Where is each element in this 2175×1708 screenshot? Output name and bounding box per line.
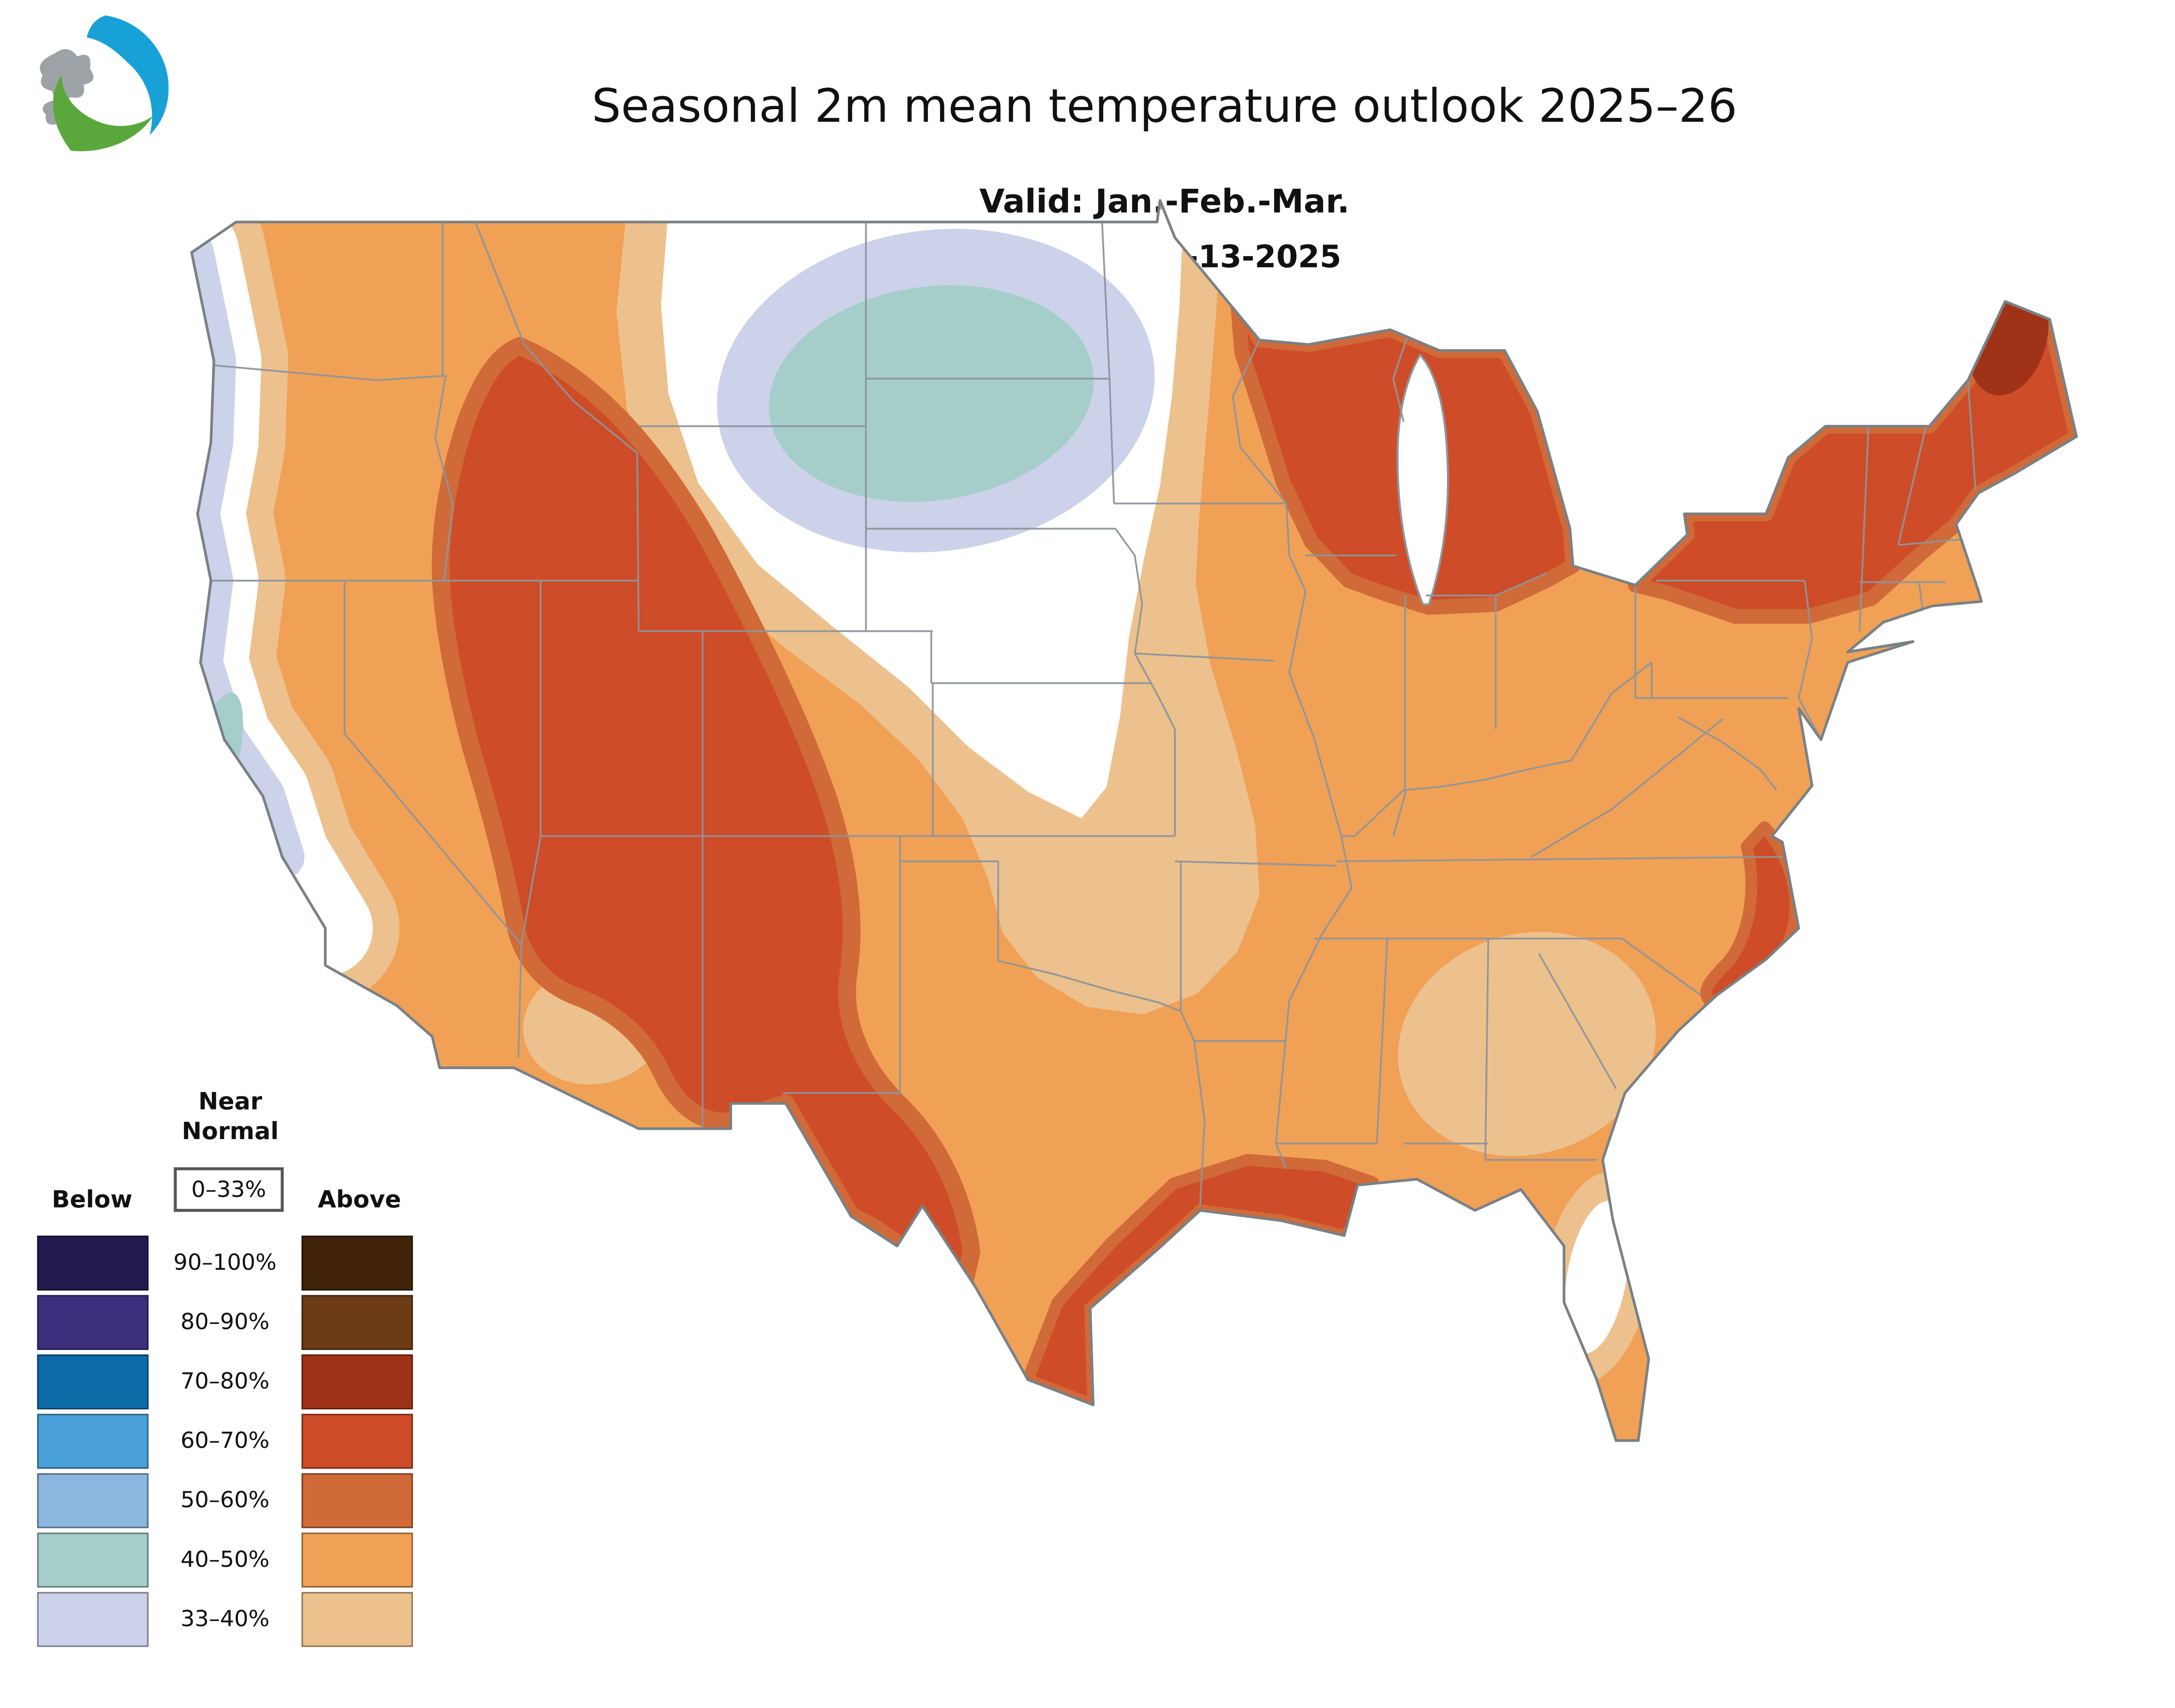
legend-near-normal-label: Near Normal — [181, 1087, 279, 1145]
legend-row: 70–80% — [37, 1354, 413, 1410]
legend-below-swatch — [37, 1295, 149, 1350]
legend-below-label: Below — [51, 1185, 133, 1213]
legend-range-label: 33–40% — [180, 1605, 270, 1632]
logo-green-leaf — [53, 75, 153, 151]
legend-above-swatch — [301, 1532, 413, 1588]
conus-outline — [190, 199, 2078, 1442]
legend: Near Normal 0–33% Below Above 90–100% 80–… — [27, 1081, 472, 1690]
legend-range-label: 80–90% — [180, 1308, 270, 1335]
legend-above-swatch — [301, 1473, 413, 1528]
legend-row: 33–40% — [37, 1592, 413, 1647]
legend-above-swatch — [301, 1414, 413, 1469]
legend-below-swatch — [37, 1354, 149, 1410]
legend-below-swatch — [37, 1414, 149, 1469]
legend-row: 40–50% — [37, 1532, 413, 1588]
legend-above-swatch — [301, 1235, 413, 1291]
legend-range-label: 90–100% — [173, 1249, 277, 1276]
legend-row: 80–90% — [37, 1295, 413, 1350]
legend-row: 50–60% — [37, 1473, 413, 1528]
page-title: Seasonal 2m mean temperature outlook 202… — [592, 80, 1737, 134]
legend-above-swatch — [301, 1295, 413, 1350]
legend-above-label: Above — [318, 1185, 402, 1213]
state-borders — [208, 221, 1977, 1206]
legend-near-normal-value: 0–33% — [191, 1176, 266, 1203]
legend-above-swatch — [301, 1592, 413, 1647]
legend-below-swatch — [37, 1532, 149, 1588]
legend-rows: 90–100% 80–90% 70–80% 60–70% 50–60% 40–50% 33–… — [37, 1235, 413, 1651]
legend-below-swatch — [37, 1473, 149, 1528]
outlook-map — [190, 199, 2078, 1442]
logo-blue-swirl — [87, 15, 169, 135]
legend-above-swatch — [301, 1354, 413, 1410]
region-below-40-50-plains — [769, 285, 1094, 502]
legend-range-label: 50–60% — [180, 1486, 270, 1514]
legend-below-swatch — [37, 1592, 149, 1647]
lake-michigan — [1396, 354, 1449, 606]
legend-row: 60–70% — [37, 1414, 413, 1469]
legend-near-normal-swatch: 0–33% — [174, 1167, 284, 1212]
site-logo — [25, 7, 180, 162]
region-near-normal-florida — [1564, 1201, 1629, 1354]
region-above-33-40-southeast — [1398, 932, 1656, 1156]
legend-range-label: 60–70% — [180, 1427, 270, 1454]
legend-below-swatch — [37, 1235, 149, 1291]
legend-range-label: 40–50% — [180, 1546, 270, 1573]
legend-range-label: 70–80% — [180, 1367, 270, 1395]
legend-row: 90–100% — [37, 1235, 413, 1291]
